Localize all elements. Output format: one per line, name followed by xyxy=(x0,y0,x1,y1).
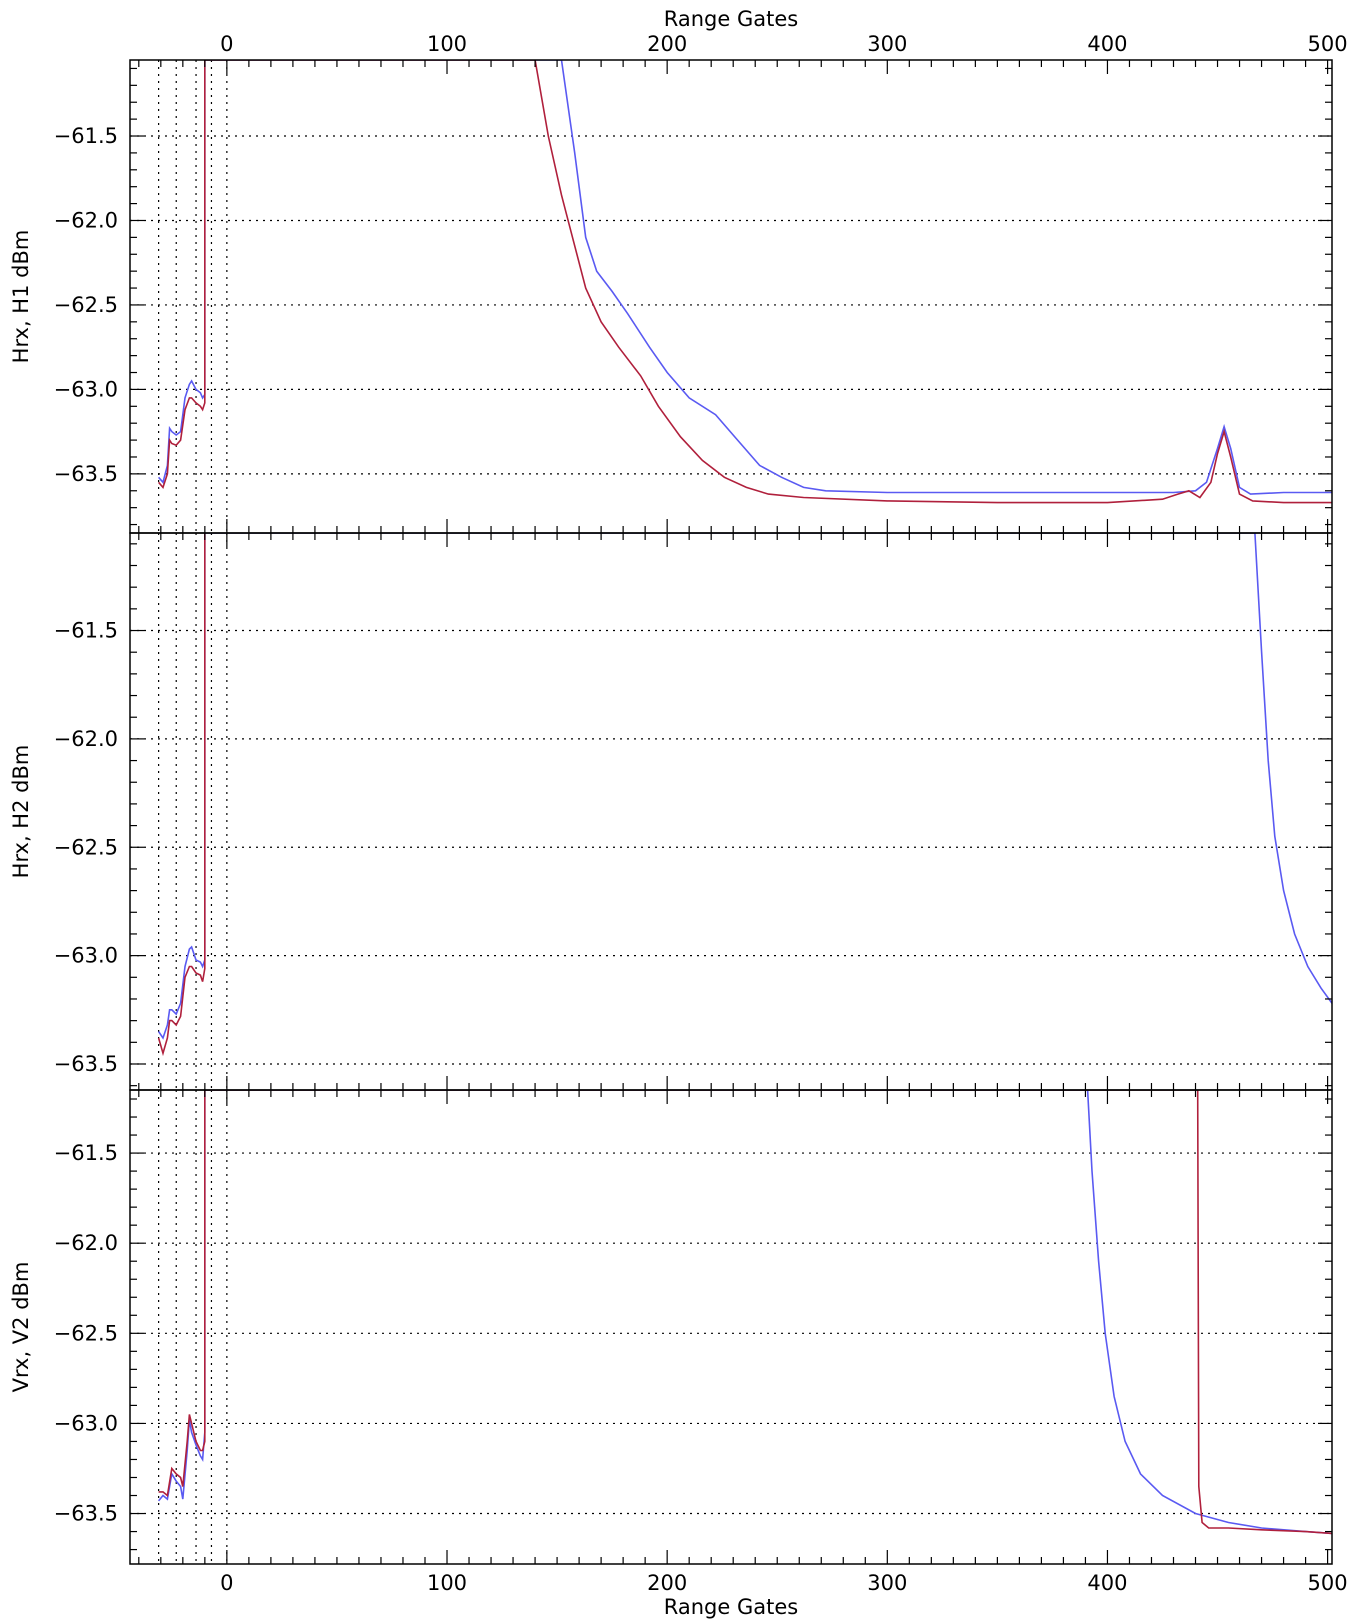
y-axis-label: Hrx, H2 dBm xyxy=(9,745,33,879)
y-tick-label: −61.5 xyxy=(54,124,118,148)
x-tick-label-top: 400 xyxy=(1087,32,1127,56)
series-line-red xyxy=(157,60,1332,504)
x-axis-title-bottom: Range Gates xyxy=(664,1595,798,1619)
x-tick-label-top: 200 xyxy=(647,32,687,56)
series-line-red xyxy=(157,533,206,1057)
x-tick-label-top: 0 xyxy=(220,32,233,56)
x-tick-label-bottom: 300 xyxy=(867,1571,907,1595)
panel-frame xyxy=(129,59,1333,534)
y-tick-label: −62.0 xyxy=(54,727,118,751)
x-tick-label-bottom: 0 xyxy=(220,1571,233,1595)
grid-layer xyxy=(130,60,1332,1564)
y-tick-label: −63.5 xyxy=(54,462,118,486)
x-tick-label-bottom: 400 xyxy=(1087,1571,1127,1595)
x-tick-label-top: 100 xyxy=(427,32,467,56)
x-tick-label-top: 500 xyxy=(1308,32,1348,56)
series-line-blue xyxy=(157,1090,1332,1535)
panel-frame xyxy=(129,532,1333,1091)
y-axis-label: Vrx, V2 dBm xyxy=(9,1262,33,1393)
y-tick-label: −62.5 xyxy=(54,1321,118,1345)
y-tick-label: −63.0 xyxy=(54,944,118,968)
series-layer xyxy=(157,60,1332,1535)
x-tick-label-bottom: 200 xyxy=(647,1571,687,1595)
y-tick-label: −62.0 xyxy=(54,208,118,232)
x-axis-title-top: Range Gates xyxy=(664,7,798,31)
panel-frame xyxy=(129,1089,1333,1565)
y-tick-label: −63.0 xyxy=(54,1411,118,1435)
y-tick-label: −63.5 xyxy=(54,1052,118,1076)
frame-layer xyxy=(129,59,1333,1565)
series-line-red xyxy=(158,1090,1332,1535)
y-tick-label: −62.5 xyxy=(54,293,118,317)
y-tick-label: −63.5 xyxy=(54,1502,118,1526)
x-tick-label-bottom: 100 xyxy=(427,1571,467,1595)
y-axis-label: Hrx, H1 dBm xyxy=(9,230,33,364)
y-tick-label: −61.5 xyxy=(54,1141,118,1165)
y-tick-label: −62.0 xyxy=(54,1231,118,1255)
y-tick-label: −61.5 xyxy=(54,619,118,643)
text-layer: Range Gates Range Gates −61.5 −62.0 −62.5 −… xyxy=(9,7,1348,1619)
y-tick-label: −63.0 xyxy=(54,377,118,401)
x-tick-label-bottom: 500 xyxy=(1308,1571,1348,1595)
series-line-blue xyxy=(157,60,1332,495)
y-tick-label: −62.5 xyxy=(54,835,118,859)
series-line-blue xyxy=(157,533,1332,1040)
x-tick-label-top: 300 xyxy=(867,32,907,56)
